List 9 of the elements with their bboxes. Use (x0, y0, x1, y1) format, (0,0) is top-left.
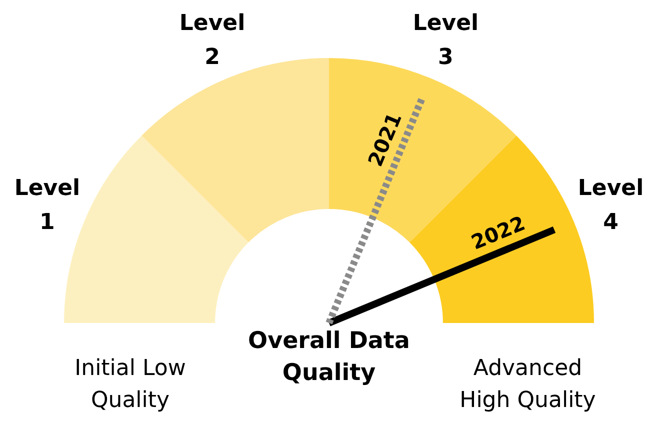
slice-label: Level 3 (412, 10, 480, 72)
slice-label: Level 2 (178, 10, 246, 72)
text: 2022 (468, 210, 528, 254)
text: 2021 (362, 109, 406, 170)
slice-label: Level 1 (13, 175, 82, 238)
text: Initial Low Quality (74, 355, 187, 415)
text: Overall Data Quality (247, 327, 411, 388)
text: Advanced High Quality (458, 355, 597, 415)
slice-label: Level 4 (576, 175, 645, 238)
